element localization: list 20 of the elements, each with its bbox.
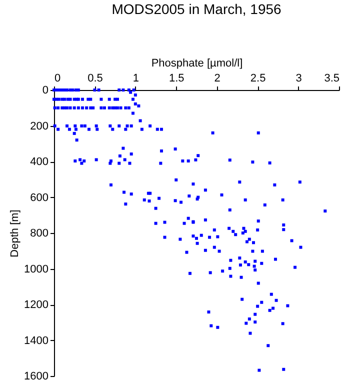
chart-title: MODS2005 in March, 1956	[112, 1, 282, 17]
x-tick-label: 3.5	[324, 72, 340, 84]
x-tick-label: 1.5	[168, 72, 184, 84]
y-tick-label: 1000	[24, 263, 48, 276]
x-tick-label: 0	[54, 72, 61, 84]
y-tick-label: 1200	[24, 299, 48, 311]
y-axis-title: Depth [m]	[9, 210, 22, 258]
x-tick-label: 1	[132, 72, 139, 84]
y-tick-label: 600	[30, 192, 48, 204]
y-tick-label: 800	[30, 228, 48, 240]
x-tick-label: 3	[296, 72, 302, 84]
x-tick-label: 2.5	[250, 72, 266, 84]
x-axis-title: Phosphate [µmol/l]	[151, 58, 243, 70]
x-tick-label: 0.5	[88, 72, 103, 84]
y-tick-label: 200	[30, 120, 48, 132]
y-tick-label: 1400	[24, 334, 48, 347]
y-tick-label: 400	[30, 156, 48, 168]
y-tick-label: 0	[42, 84, 48, 96]
y-tick-label: 1600	[24, 370, 48, 382]
x-tick-label: 2	[214, 72, 220, 84]
